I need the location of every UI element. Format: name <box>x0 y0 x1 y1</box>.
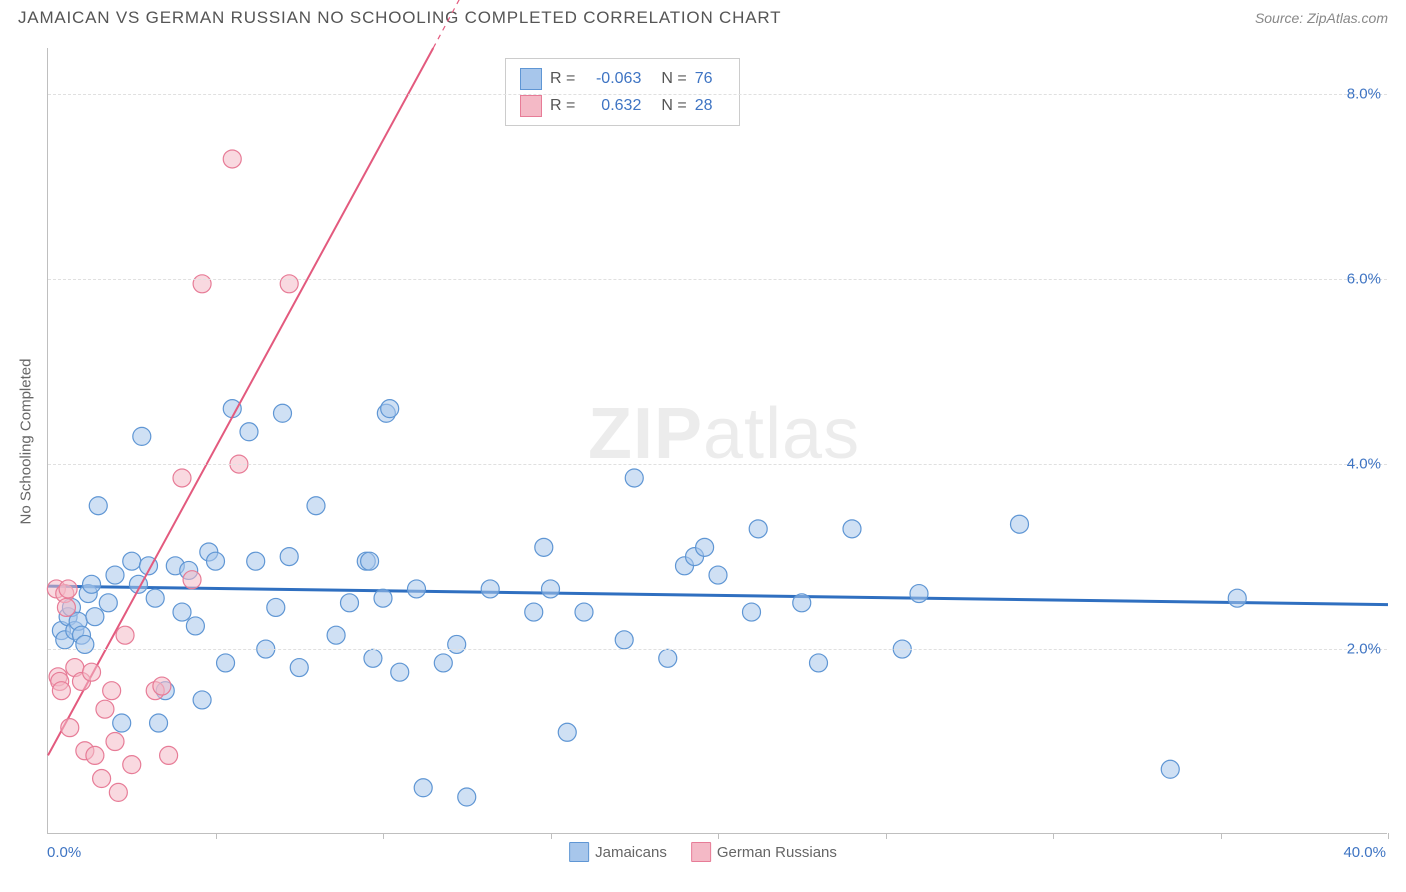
legend-bottom: Jamaicans German Russians <box>569 842 837 862</box>
corr-r-label: R = <box>550 92 575 119</box>
gridline <box>48 279 1387 280</box>
correlation-row: R = -0.063 N = 76 <box>520 65 725 92</box>
corr-n-label: N = <box>661 92 686 119</box>
y-tick-label: 8.0% <box>1347 86 1381 103</box>
x-tick <box>886 833 887 839</box>
x-axis-start-label: 0.0% <box>47 844 81 861</box>
gridline <box>48 464 1387 465</box>
correlation-row: R = 0.632 N = 28 <box>520 92 725 119</box>
x-tick <box>1221 833 1222 839</box>
chart-plot-area: ZIPatlas R =-0.063N =76R =0.632N =28 2.0… <box>47 48 1387 834</box>
correlation-box: R = -0.063 N = 76 R = 0.632 N = 28 <box>505 58 740 126</box>
x-tick <box>718 833 719 839</box>
corr-swatch <box>520 95 542 117</box>
legend-label: Jamaicans <box>595 844 667 861</box>
y-tick-label: 4.0% <box>1347 456 1381 473</box>
x-tick <box>216 833 217 839</box>
x-axis-end-label: 40.0% <box>1343 844 1386 861</box>
corr-n-value: 28 <box>695 92 725 119</box>
corr-r-value: -0.063 <box>583 65 641 92</box>
corr-r-label: R = <box>550 65 575 92</box>
chart-title: JAMAICAN VS GERMAN RUSSIAN NO SCHOOLING … <box>18 8 781 28</box>
gridline <box>48 94 1387 95</box>
corr-n-label: N = <box>661 65 686 92</box>
x-tick <box>1053 833 1054 839</box>
y-tick-label: 2.0% <box>1347 641 1381 658</box>
legend-swatch <box>691 842 711 862</box>
legend-item: Jamaicans <box>569 842 667 862</box>
y-tick-label: 6.0% <box>1347 271 1381 288</box>
gridline <box>48 649 1387 650</box>
legend-item: German Russians <box>691 842 837 862</box>
corr-n-value: 76 <box>695 65 725 92</box>
corr-r-value: 0.632 <box>583 92 641 119</box>
chart-svg <box>48 48 1387 833</box>
x-tick <box>1388 833 1389 839</box>
legend-swatch <box>569 842 589 862</box>
x-tick <box>551 833 552 839</box>
legend-label: German Russians <box>717 844 837 861</box>
x-tick <box>383 833 384 839</box>
y-axis-label: No Schooling Completed <box>18 358 35 524</box>
source-label: Source: ZipAtlas.com <box>1255 10 1388 26</box>
corr-swatch <box>520 68 542 90</box>
